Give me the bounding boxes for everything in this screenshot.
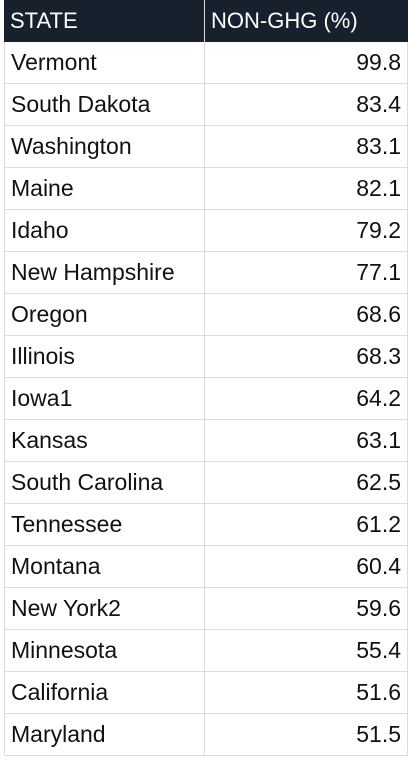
table: STATE NON-GHG (%) Vermont 99.8 South Dakot… (4, 0, 408, 756)
state-cell: California (4, 672, 205, 713)
table-row: Oregon 68.6 (4, 294, 408, 336)
table-row: New York2 59.6 (4, 588, 408, 630)
table-row: South Dakota 83.4 (4, 84, 408, 126)
header-cell: NON-GHG (%) (211, 8, 358, 33)
value-cell: 61.2 (205, 504, 408, 545)
state-cell: Kansas (4, 420, 205, 461)
value-cell: 60.4 (205, 546, 408, 587)
state-cell: Maine (4, 168, 205, 209)
value-cell: 83.4 (205, 84, 408, 125)
state-cell: Oregon (4, 294, 205, 335)
table-row: Minnesota 55.4 (4, 630, 408, 672)
state-cell: Maryland (4, 714, 205, 755)
state-cell: South Dakota (4, 84, 205, 125)
state-cell: New York2 (4, 588, 205, 629)
value-cell: 51.5 (205, 714, 408, 755)
table-row: Idaho 79.2 (4, 210, 408, 252)
header-cell: STATE (4, 0, 205, 42)
value-cell: 59.6 (205, 588, 408, 629)
state-cell: South Carolina (4, 462, 205, 503)
value-cell: 83.1 (205, 126, 408, 167)
state-cell: Idaho (4, 210, 205, 251)
value-cell: 62.5 (205, 462, 408, 503)
table-row: New Hampshire 77.1 (4, 252, 408, 294)
value-cell: 63.1 (205, 420, 408, 461)
table-row: Illinois 68.3 (4, 336, 408, 378)
table-row: Vermont 99.8 (4, 42, 408, 84)
table-row: Montana 60.4 (4, 546, 408, 588)
state-cell: Minnesota (4, 630, 205, 671)
state-cell: Illinois (4, 336, 205, 377)
table-row: Iowa1 64.2 (4, 378, 408, 420)
value-cell: 99.8 (205, 42, 408, 83)
table-row: South Carolina 62.5 (4, 462, 408, 504)
value-cell: 55.4 (205, 630, 408, 671)
state-cell: Iowa1 (4, 378, 205, 419)
value-cell: 68.3 (205, 336, 408, 377)
table-row: California 51.6 (4, 672, 408, 714)
state-cell: Washington (4, 126, 205, 167)
value-cell: 82.1 (205, 168, 408, 209)
value-cell: 79.2 (205, 210, 408, 251)
table-row: Maine 82.1 (4, 168, 408, 210)
table-row: Tennessee 61.2 (4, 504, 408, 546)
state-cell: Tennessee (4, 504, 205, 545)
state-cell: New Hampshire (4, 252, 205, 293)
value-cell: 77.1 (205, 252, 408, 293)
value-cell: 68.6 (205, 294, 408, 335)
value-cell: 51.6 (205, 672, 408, 713)
table-row: Maryland 51.5 (4, 714, 408, 756)
state-cell: Vermont (4, 42, 205, 83)
value-cell: 64.2 (205, 378, 408, 419)
state-cell: Montana (4, 546, 205, 587)
header-row: STATE NON-GHG (%) (4, 0, 408, 42)
table-row: Kansas 63.1 (4, 420, 408, 462)
table-row: Washington 83.1 (4, 126, 408, 168)
